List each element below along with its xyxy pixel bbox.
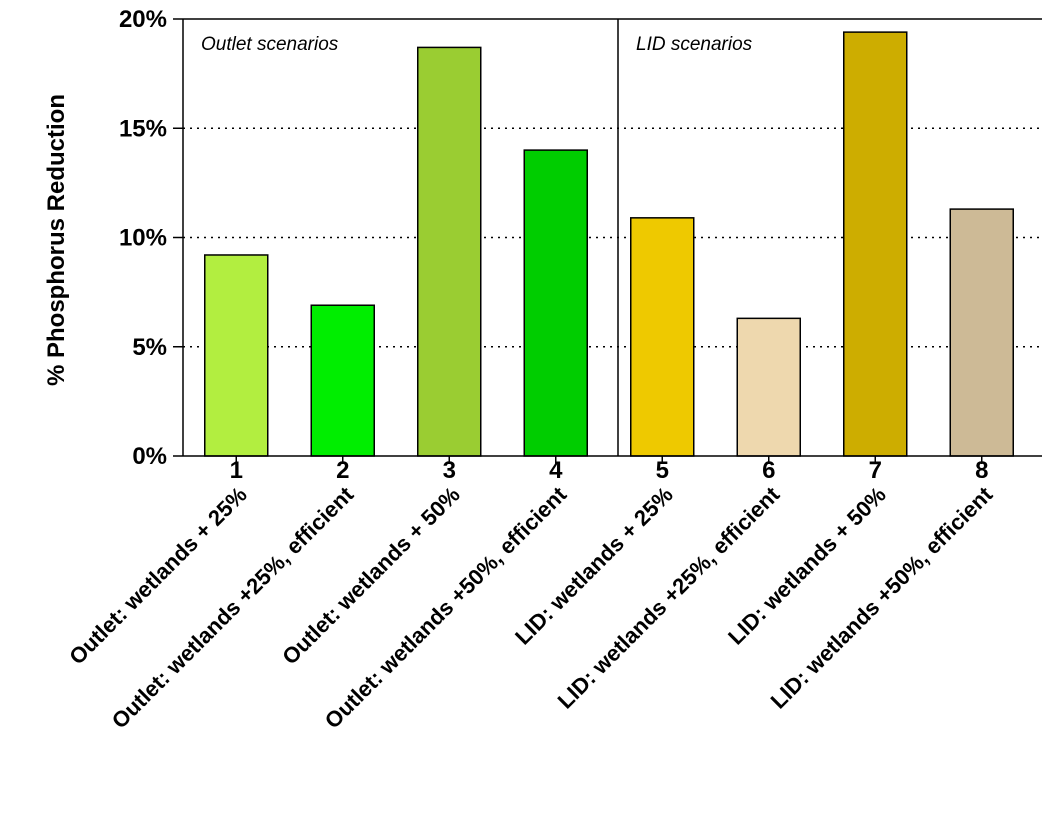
panel-label: LID scenarios <box>636 34 753 55</box>
x-tick-number: 7 <box>869 457 882 484</box>
panel-label: Outlet scenarios <box>201 34 339 55</box>
bar-6 <box>736 317 801 457</box>
x-category-label: Outlet: wetlands + 50% <box>277 482 465 670</box>
x-tick-number: 5 <box>656 457 669 484</box>
y-tick-label: 20% <box>119 6 167 33</box>
bar-5 <box>630 217 695 457</box>
x-tick-number: 2 <box>336 457 349 484</box>
x-tick-number: 6 <box>762 457 775 484</box>
axes <box>173 18 1042 464</box>
y-tick-label: 0% <box>132 443 167 470</box>
x-tick-number: 3 <box>443 457 456 484</box>
bars <box>204 31 1014 457</box>
y-tick-label: 15% <box>119 115 167 142</box>
x-category-label: Outlet: wetlands + 25% <box>64 482 252 670</box>
x-tick-number: 4 <box>549 457 563 484</box>
x-tick-number: 8 <box>975 457 988 484</box>
x-tick-number: 1 <box>230 457 243 484</box>
y-tick-label: 10% <box>119 225 167 252</box>
bar-1 <box>204 254 269 457</box>
x-category-label: LID: wetlands +50%, efficient <box>766 481 998 713</box>
bar-7 <box>843 31 908 457</box>
x-category-label: LID: wetlands +25%, efficient <box>553 481 785 713</box>
y-axis-label: % Phosphorus Reduction <box>43 94 70 386</box>
bar-2 <box>310 304 375 457</box>
y-tick-label: 5% <box>132 334 167 361</box>
bar-3 <box>417 46 482 457</box>
bar-4 <box>523 149 588 457</box>
bar-8 <box>949 208 1014 457</box>
